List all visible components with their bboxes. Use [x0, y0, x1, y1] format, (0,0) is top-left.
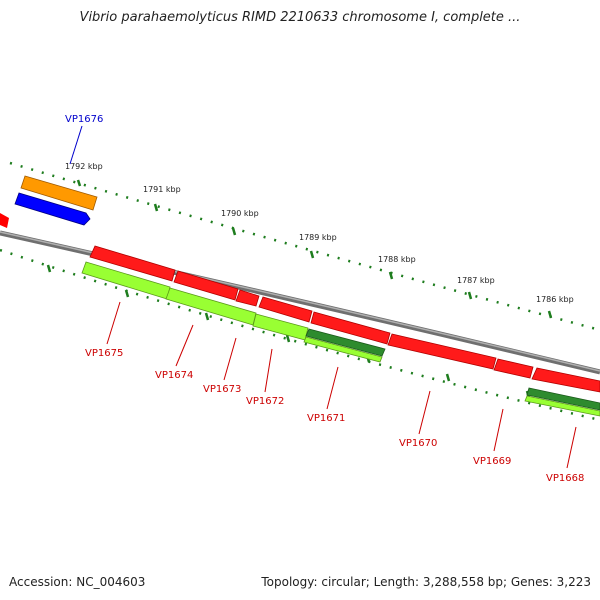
leader-vp1676 — [69, 125, 83, 165]
gene-red-3[interactable] — [235, 289, 260, 307]
gene-red-6[interactable] — [387, 333, 497, 370]
gene-red-8[interactable] — [531, 367, 600, 393]
ruler-label-1788-kbp: 1788 kbp — [378, 255, 416, 264]
outer-ruler-ticks — [76, 179, 553, 319]
gene-red-5[interactable] — [310, 311, 391, 345]
gene-label-vp1673[interactable]: VP1673 — [203, 384, 241, 395]
chromosome-backbone — [0, 230, 600, 375]
leader-vp1674 — [175, 324, 194, 367]
gene-darkgreen-1[interactable] — [305, 328, 386, 357]
gene-label-vp1669[interactable]: VP1669 — [473, 456, 511, 467]
gene-lightgreen-4[interactable] — [303, 336, 383, 363]
genome-summary: Topology: circular; Length: 3,288,558 bp… — [261, 575, 591, 589]
gene-label-vp1676[interactable]: VP1676 — [65, 114, 103, 125]
ruler-label-1787-kbp: 1787 kbp — [457, 276, 495, 285]
leader-vp1668 — [566, 426, 577, 469]
reverse-strand-genes — [81, 261, 600, 417]
gene-label-vp1671[interactable]: VP1671 — [307, 413, 345, 424]
gene-label-vp1672[interactable]: VP1672 — [246, 396, 284, 407]
gene-red-7[interactable] — [493, 358, 534, 379]
gene-label-vp1670[interactable]: VP1670 — [399, 438, 437, 449]
ruler-label-1786-kbp: 1786 kbp — [536, 295, 574, 304]
gene-red-2[interactable] — [173, 270, 239, 301]
leader-vp1671 — [326, 366, 339, 410]
outer-ruler-dotted — [9, 161, 600, 332]
gene-red-edge-left — [0, 213, 9, 228]
ruler-label-1790-kbp: 1790 kbp — [221, 209, 259, 218]
gene-red-4[interactable] — [258, 296, 313, 323]
leader-vp1670 — [418, 390, 431, 435]
gene-darkgreen-2[interactable] — [526, 387, 600, 411]
forward-strand-genes — [0, 175, 600, 393]
leader-vp1669 — [493, 408, 504, 452]
ruler-label-1791-kbp: 1791 kbp — [143, 185, 181, 194]
map-title: Vibrio parahaemolyticus RIMD 2210633 chr… — [79, 10, 521, 25]
gene-label-vp1675[interactable]: VP1675 — [85, 348, 123, 359]
leader-vp1675 — [106, 301, 121, 345]
leader-vp1673 — [223, 337, 237, 381]
gene-red-1[interactable] — [89, 245, 176, 282]
gene-orange[interactable] — [20, 175, 98, 211]
gene-label-vp1668[interactable]: VP1668 — [546, 473, 584, 484]
gene-label-leaders — [69, 125, 577, 469]
accession-label: Accession: NC_004603 — [9, 575, 146, 589]
inner-ruler-dotted — [0, 248, 600, 422]
leader-vp1672 — [264, 348, 273, 393]
ruler-label-1792-kbp: 1792 kbp — [65, 162, 103, 171]
gene-blue[interactable] — [14, 192, 91, 226]
gene-label-vp1674[interactable]: VP1674 — [155, 370, 193, 381]
ruler-label-1789-kbp: 1789 kbp — [299, 233, 337, 242]
gene-lightgreen-5[interactable] — [524, 395, 600, 417]
